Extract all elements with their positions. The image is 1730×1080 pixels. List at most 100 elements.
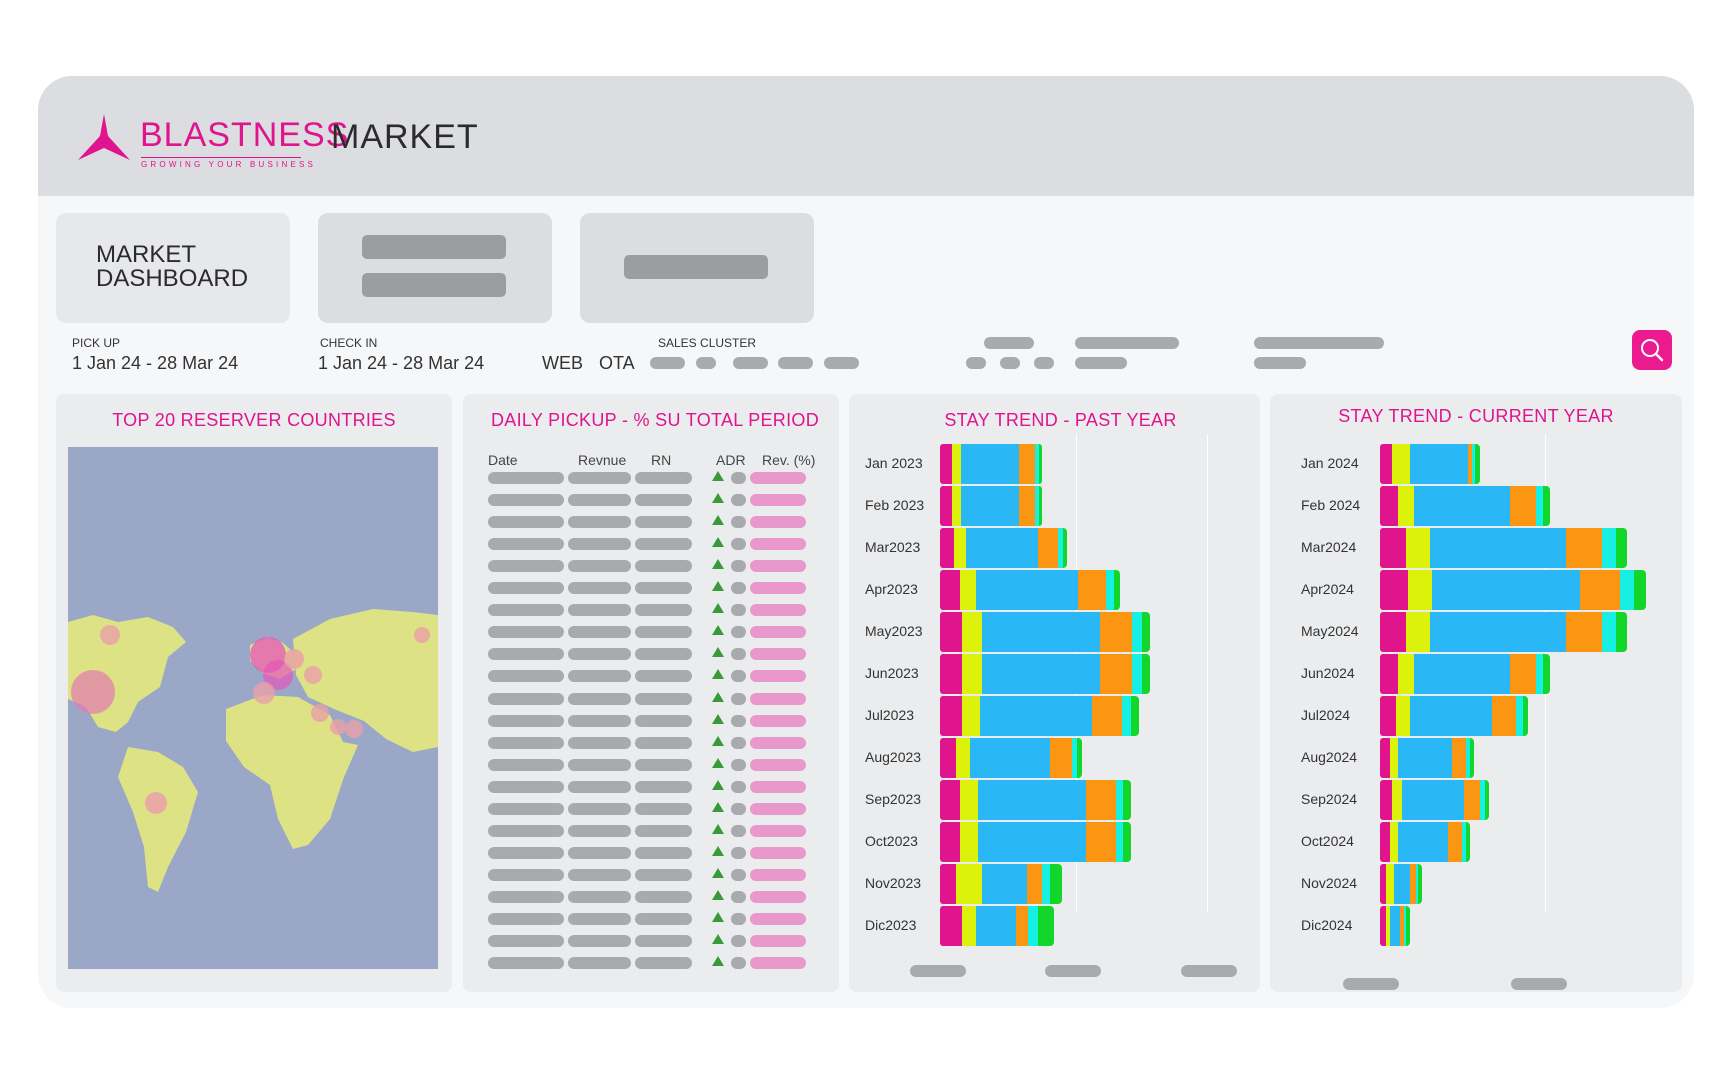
bar-segment[interactable] — [1380, 738, 1390, 778]
bar-segment[interactable] — [1566, 612, 1602, 652]
bar-segment[interactable] — [1406, 528, 1430, 568]
bar-segment[interactable] — [1432, 570, 1580, 610]
bar-segment[interactable] — [1132, 654, 1142, 694]
bar-segment[interactable] — [960, 570, 976, 610]
bar-segment[interactable] — [1038, 528, 1058, 568]
bar-segment[interactable] — [1470, 738, 1474, 778]
bar-segment[interactable] — [960, 780, 978, 820]
bar-segment[interactable] — [982, 654, 1100, 694]
table-row[interactable] — [463, 757, 839, 771]
bar-segment[interactable] — [978, 780, 1086, 820]
bar-segment[interactable] — [1380, 528, 1406, 568]
bar-segment[interactable] — [1485, 780, 1489, 820]
bar-segment[interactable] — [966, 528, 1038, 568]
bar-segment[interactable] — [1466, 738, 1470, 778]
bar-segment[interactable] — [1380, 444, 1392, 484]
bar-segment[interactable] — [1398, 822, 1448, 862]
bar-segment[interactable] — [1580, 570, 1620, 610]
bar-segment[interactable] — [1452, 738, 1466, 778]
market-dashboard-tile[interactable]: MARKET DASHBOARD — [56, 213, 290, 323]
bar-segment[interactable] — [1406, 612, 1430, 652]
bar-segment[interactable] — [1123, 780, 1131, 820]
bar-segment[interactable] — [961, 444, 1019, 484]
bar-segment[interactable] — [1430, 528, 1566, 568]
bar-segment[interactable] — [1404, 906, 1406, 946]
bar-segment[interactable] — [1390, 906, 1400, 946]
bar-segment[interactable] — [1086, 780, 1116, 820]
bar-segment[interactable] — [1016, 906, 1028, 946]
table-row[interactable] — [463, 691, 839, 705]
bar-segment[interactable] — [1063, 528, 1067, 568]
bar-segment[interactable] — [1380, 780, 1392, 820]
table-row[interactable] — [463, 956, 839, 970]
bar-segment[interactable] — [940, 444, 952, 484]
bar-segment[interactable] — [1380, 696, 1396, 736]
bar-segment[interactable] — [976, 570, 1078, 610]
bar-segment[interactable] — [962, 654, 982, 694]
bar-segment[interactable] — [1402, 780, 1464, 820]
table-row[interactable] — [463, 537, 839, 551]
bar-segment[interactable] — [962, 906, 976, 946]
bar-segment[interactable] — [1131, 696, 1139, 736]
table-row[interactable] — [463, 647, 839, 661]
table-row[interactable] — [463, 669, 839, 683]
table-row[interactable] — [463, 625, 839, 639]
bar-segment[interactable] — [1050, 738, 1072, 778]
bar-segment[interactable] — [1380, 612, 1406, 652]
bar-segment[interactable] — [1142, 612, 1150, 652]
bar-segment[interactable] — [1468, 444, 1472, 484]
bar-segment[interactable] — [1398, 486, 1414, 526]
table-row[interactable] — [463, 867, 839, 881]
bar-segment[interactable] — [1543, 654, 1550, 694]
bar-segment[interactable] — [1035, 444, 1039, 484]
bar-segment[interactable] — [1510, 486, 1536, 526]
bar-segment[interactable] — [1132, 612, 1142, 652]
bar-segment[interactable] — [976, 906, 1016, 946]
filter-chip[interactable] — [778, 357, 813, 369]
bar-segment[interactable] — [960, 822, 978, 862]
bar-segment[interactable] — [1092, 696, 1122, 736]
bar-segment[interactable] — [1414, 654, 1510, 694]
table-row[interactable] — [463, 845, 839, 859]
bar-segment[interactable] — [952, 444, 961, 484]
bar-segment[interactable] — [1386, 864, 1394, 904]
bar-segment[interactable] — [1543, 486, 1550, 526]
channel-web[interactable]: WEB — [542, 353, 584, 373]
filter-chip[interactable] — [1075, 337, 1179, 349]
bar-segment[interactable] — [1414, 486, 1510, 526]
bar-segment[interactable] — [1072, 738, 1077, 778]
filter-chip[interactable] — [1254, 337, 1384, 349]
bar-segment[interactable] — [978, 822, 1086, 862]
bar-segment[interactable] — [1380, 864, 1386, 904]
bar-segment[interactable] — [1536, 654, 1543, 694]
bar-segment[interactable] — [1462, 822, 1466, 862]
bar-segment[interactable] — [1392, 444, 1410, 484]
column-header-revenue[interactable]: Revnue — [578, 452, 627, 468]
bar-segment[interactable] — [962, 612, 982, 652]
table-row[interactable] — [463, 735, 839, 749]
table-row[interactable] — [463, 515, 839, 529]
bar-segment[interactable] — [1039, 486, 1042, 526]
filter-chip[interactable] — [984, 337, 1034, 349]
bar-segment[interactable] — [940, 738, 956, 778]
table-row[interactable] — [463, 889, 839, 903]
world-map[interactable] — [68, 447, 438, 969]
bar-segment[interactable] — [1380, 486, 1398, 526]
bar-segment[interactable] — [1122, 696, 1131, 736]
bar-segment[interactable] — [1394, 864, 1410, 904]
bar-segment[interactable] — [1116, 780, 1123, 820]
bar-segment[interactable] — [982, 612, 1100, 652]
column-header-rev-pct[interactable]: Rev. (%) — [762, 452, 816, 468]
placeholder-tile[interactable] — [580, 213, 814, 323]
bar-segment[interactable] — [940, 612, 962, 652]
bar-segment[interactable] — [1410, 696, 1492, 736]
bar-segment[interactable] — [1050, 864, 1062, 904]
filter-chip[interactable] — [650, 357, 685, 369]
filter-chip[interactable] — [824, 357, 859, 369]
bar-segment[interactable] — [1039, 444, 1042, 484]
bar-segment[interactable] — [940, 864, 956, 904]
bar-segment[interactable] — [940, 486, 952, 526]
bar-segment[interactable] — [1418, 864, 1422, 904]
bar-segment[interactable] — [1410, 444, 1468, 484]
bar-segment[interactable] — [1566, 528, 1602, 568]
